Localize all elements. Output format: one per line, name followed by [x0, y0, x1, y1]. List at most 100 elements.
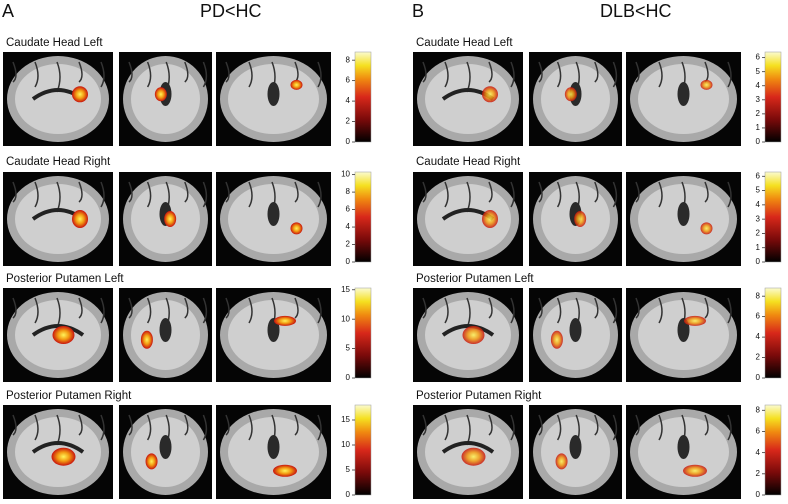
row-label: Posterior Putamen Right	[416, 390, 542, 402]
colorbar-tick-label: 8	[756, 291, 761, 300]
colorbar-tick-label: 2	[346, 117, 351, 126]
sulcus	[34, 414, 39, 441]
brain-image	[216, 405, 331, 499]
sulcus	[510, 414, 515, 441]
colorbar-tick-label: 2	[756, 353, 761, 362]
row-label: Caudate Head Right	[416, 156, 521, 168]
sulcus	[294, 414, 299, 436]
sulcus	[510, 61, 515, 88]
sulcus	[727, 181, 732, 208]
sulcus	[612, 61, 618, 88]
brain-inner	[425, 64, 511, 134]
activation-blob	[482, 210, 498, 228]
panel-title: DLB<HC	[600, 1, 672, 21]
brain-inner	[425, 184, 511, 254]
sulcus	[422, 414, 427, 436]
sulcus	[635, 414, 640, 436]
sulcus	[248, 297, 253, 324]
brain-image	[119, 405, 212, 499]
colorbar-tick-label: 15	[341, 285, 350, 294]
sulcus	[594, 61, 599, 83]
ventricle	[677, 202, 690, 226]
sulcus	[78, 414, 83, 436]
sulcus	[100, 414, 105, 441]
colorbar-tick-label: 2	[756, 469, 761, 478]
sulcus	[294, 181, 299, 203]
activation-blob	[164, 211, 177, 227]
sulcus	[727, 61, 732, 88]
sulcus	[184, 61, 189, 83]
activation-blob	[52, 326, 75, 344]
sulcus	[658, 297, 663, 324]
sulcus	[146, 181, 152, 208]
colorbar-tick-label: 5	[346, 465, 351, 474]
colorbar-tick-label: 0	[756, 137, 761, 146]
colorbar-tick-label: 3	[756, 214, 761, 223]
panel-letter: B	[412, 1, 424, 21]
sulcus	[202, 61, 208, 88]
sulcus	[12, 414, 17, 436]
sulcus	[317, 61, 322, 88]
colorbar	[764, 171, 782, 263]
colorbar-tick-label: 1	[756, 123, 761, 132]
panel-title: PD<HC	[200, 1, 262, 21]
row-label: Caudate Head Right	[6, 156, 111, 168]
colorbar-tick-label: 0	[346, 257, 351, 266]
activation-blob	[461, 447, 486, 466]
colorbar-tick-label: 15	[341, 415, 350, 424]
sulcus	[658, 61, 663, 88]
row-label: Posterior Putamen Right	[6, 390, 132, 402]
sulcus	[556, 181, 562, 208]
activation-blob	[700, 222, 713, 235]
colorbar-tick-label: 8	[346, 187, 351, 196]
sulcus	[556, 414, 562, 441]
sulcus	[538, 414, 543, 436]
colorbar-tick-label: 6	[756, 171, 761, 180]
brain-image	[626, 288, 741, 382]
colorbar-tick-label: 6	[756, 427, 761, 436]
sulcus	[225, 297, 230, 319]
ventricle	[31, 324, 85, 337]
activation-blob	[72, 210, 88, 228]
colorbar	[354, 287, 372, 379]
colorbar-tick-label: 5	[756, 67, 761, 76]
sulcus	[317, 414, 322, 441]
sulcus	[225, 61, 230, 83]
colorbar	[764, 51, 782, 143]
colorbar-tick-label: 8	[756, 405, 761, 414]
brain-image	[413, 288, 523, 382]
brain-image	[119, 172, 212, 266]
sulcus	[658, 414, 663, 441]
sulcus	[488, 61, 493, 83]
sulcus	[202, 297, 208, 324]
sulcus	[704, 414, 709, 436]
sulcus	[727, 297, 732, 324]
sulcus	[202, 181, 208, 208]
activation-blob	[290, 79, 303, 90]
colorbar-tick-label: 0	[346, 373, 351, 382]
colorbar-tick-label: 0	[756, 490, 761, 499]
activation-blob	[140, 330, 153, 349]
brain-image	[626, 405, 741, 499]
sulcus	[184, 181, 189, 203]
colorbar-tick-label: 10	[341, 170, 350, 179]
row-label: Posterior Putamen Left	[6, 273, 124, 285]
colorbar-tick-label: 4	[346, 96, 351, 105]
colorbar-tick-label: 3	[756, 95, 761, 104]
activation-blob	[482, 86, 498, 103]
sulcus	[184, 297, 189, 319]
sulcus	[594, 181, 599, 203]
sulcus	[422, 61, 427, 83]
sulcus	[146, 297, 152, 324]
brain-image	[529, 172, 622, 266]
ventricle	[31, 441, 85, 454]
sulcus	[444, 414, 449, 441]
colorbar	[354, 51, 372, 143]
colorbar-tick-label: 5	[756, 186, 761, 195]
ventricle	[441, 324, 495, 337]
sulcus	[556, 61, 562, 88]
colorbar-tick-label: 6	[756, 53, 761, 62]
activation-blob	[274, 315, 296, 326]
brain-image	[3, 288, 113, 382]
